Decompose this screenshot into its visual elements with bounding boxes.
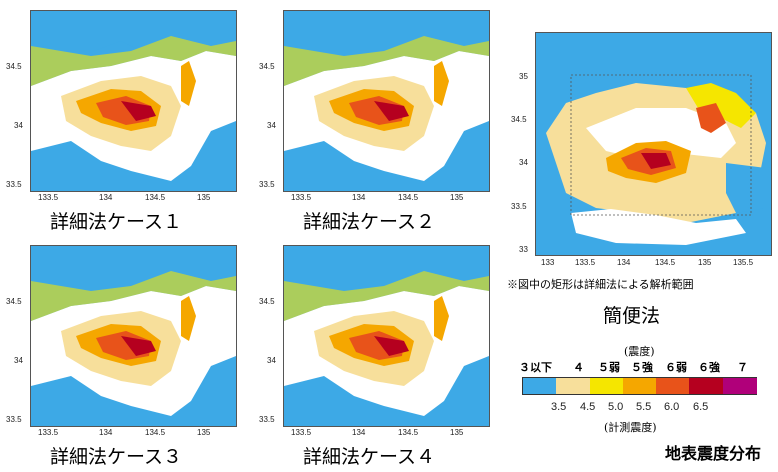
lon-tick: 135 bbox=[698, 258, 712, 267]
lon-tick: 134 bbox=[99, 193, 113, 202]
lon-tick: 134.5 bbox=[145, 428, 166, 437]
map-simple bbox=[535, 32, 772, 256]
lat-tick: 34 bbox=[519, 158, 528, 167]
legend-title-intensity: (震度) bbox=[624, 345, 655, 358]
intensity-label: ６強 bbox=[698, 361, 720, 374]
lat-tick: 34.5 bbox=[511, 115, 527, 124]
panel-caption: 詳細法ケース３ bbox=[50, 446, 183, 468]
lat-tick: 33.5 bbox=[259, 415, 275, 424]
map-case3 bbox=[30, 245, 237, 427]
instrumental-label: 5.5 bbox=[636, 401, 652, 413]
map-panel-simple: 35 34.5 34 33.5 33 133 133.5 134 134.5 1… bbox=[505, 0, 778, 340]
lon-tick: 133.5 bbox=[575, 258, 596, 267]
panel-caption: 詳細法ケース２ bbox=[303, 211, 436, 233]
panel-caption: 詳細法ケース１ bbox=[50, 211, 183, 233]
lat-tick: 34 bbox=[267, 356, 276, 365]
map-panel-case2: 34.5 34 33.5 133.5 134 134.5 135 詳細法ケース２ bbox=[253, 0, 503, 235]
lon-tick: 135 bbox=[450, 193, 464, 202]
intensity-label: ６弱 bbox=[665, 361, 687, 374]
color-scale-cell bbox=[722, 378, 757, 394]
lon-tick: 135.5 bbox=[733, 258, 754, 267]
lon-tick: 135 bbox=[197, 193, 211, 202]
intensity-label: ７ bbox=[737, 361, 748, 374]
lon-tick: 134.5 bbox=[398, 193, 419, 202]
map-case4 bbox=[283, 245, 490, 427]
panel-caption: 詳細法ケース４ bbox=[303, 446, 436, 468]
lon-tick: 135 bbox=[450, 428, 464, 437]
color-scale-cell bbox=[556, 378, 591, 394]
lon-tick: 135 bbox=[197, 428, 211, 437]
lat-tick: 33.5 bbox=[511, 202, 527, 211]
color-scale-cell bbox=[523, 378, 557, 394]
lat-tick: 33 bbox=[519, 245, 528, 254]
lat-tick: 34 bbox=[14, 121, 23, 130]
lon-tick: 134 bbox=[99, 428, 113, 437]
lon-tick: 133.5 bbox=[291, 428, 312, 437]
lat-tick: 34 bbox=[267, 121, 276, 130]
analysis-range-note: ※図中の矩形は詳細法による解析範囲 bbox=[507, 278, 694, 291]
lon-tick: 133.5 bbox=[38, 193, 59, 202]
lat-tick: 34.5 bbox=[6, 62, 22, 71]
lon-tick: 133.5 bbox=[38, 428, 59, 437]
intensity-label: ５強 bbox=[631, 361, 653, 374]
instrumental-label: 6.0 bbox=[664, 401, 680, 413]
lon-tick: 134.5 bbox=[145, 193, 166, 202]
map-case2 bbox=[283, 10, 490, 192]
instrumental-label: 4.5 bbox=[580, 401, 596, 413]
color-scale-cell bbox=[622, 378, 657, 394]
color-scale-cell bbox=[656, 378, 691, 394]
instrumental-label: 3.5 bbox=[551, 401, 567, 413]
lon-tick: 134 bbox=[352, 428, 366, 437]
map-case1 bbox=[30, 10, 237, 192]
instrumental-label: 6.5 bbox=[693, 401, 709, 413]
map-panel-case4: 34.5 34 33.5 133.5 134 134.5 135 詳細法ケース４ bbox=[253, 237, 503, 472]
lon-tick: 133.5 bbox=[291, 193, 312, 202]
legend-title-instrumental: (計測震度) bbox=[604, 421, 657, 434]
lat-tick: 33.5 bbox=[259, 180, 275, 189]
instrumental-label: 5.0 bbox=[608, 401, 624, 413]
lon-tick: 134 bbox=[352, 193, 366, 202]
simple-caption: 簡便法 bbox=[603, 305, 661, 327]
lon-tick: 134.5 bbox=[655, 258, 676, 267]
lat-tick: 34.5 bbox=[6, 297, 22, 306]
lon-tick: 134.5 bbox=[398, 428, 419, 437]
intensity-label: ４ bbox=[573, 361, 584, 374]
lat-tick: 35 bbox=[519, 72, 528, 81]
map-panel-case1: 34.5 34 33.5 133.5 134 134.5 135 詳細法ケース１ bbox=[0, 0, 250, 235]
color-scale-cell bbox=[589, 378, 624, 394]
map-panel-case3: 34.5 34 33.5 133.5 134 134.5 135 詳細法ケース３ bbox=[0, 237, 250, 472]
lat-tick: 33.5 bbox=[6, 180, 22, 189]
lat-tick: 34.5 bbox=[259, 62, 275, 71]
lat-tick: 34 bbox=[14, 356, 23, 365]
page-title: 地表震度分布 bbox=[665, 444, 762, 463]
intensity-color-scale bbox=[522, 377, 757, 395]
lon-tick: 133 bbox=[541, 258, 555, 267]
lat-tick: 34.5 bbox=[259, 297, 275, 306]
intensity-label: ３以下 bbox=[519, 361, 552, 374]
intensity-label: ５弱 bbox=[598, 361, 620, 374]
color-scale-cell bbox=[689, 378, 724, 394]
lon-tick: 134 bbox=[617, 258, 631, 267]
lat-tick: 33.5 bbox=[6, 415, 22, 424]
